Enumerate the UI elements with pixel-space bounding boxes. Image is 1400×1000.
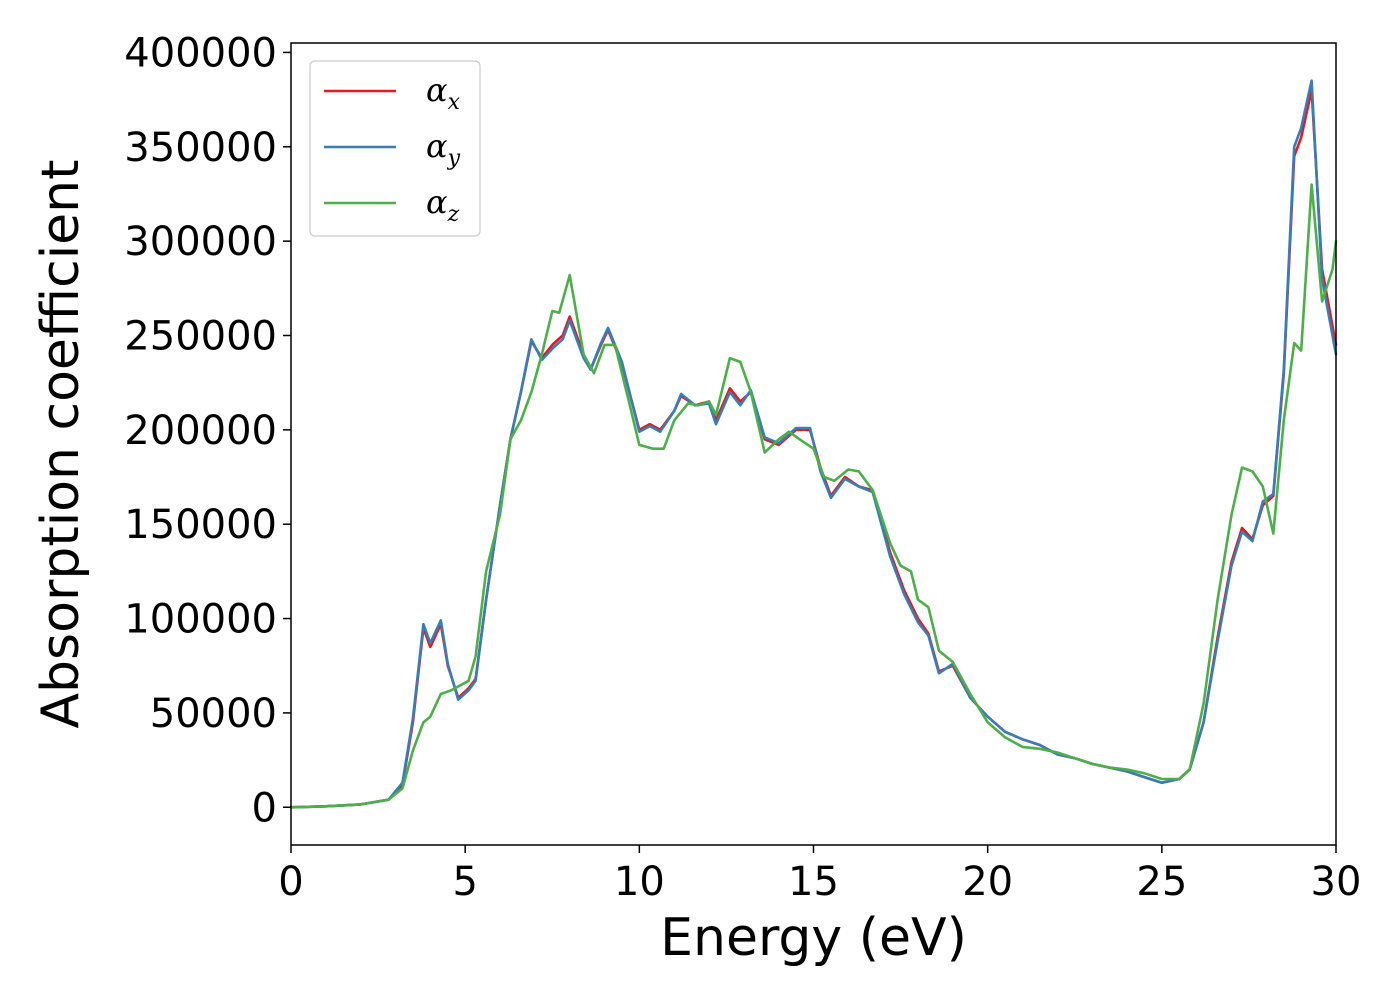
y-tick-label: 0 <box>252 785 277 831</box>
y-tick-label: 400000 <box>124 30 277 76</box>
x-axis: 0 5 10 15 20 25 30 <box>278 845 1361 905</box>
x-tick-label: 25 <box>1136 859 1187 905</box>
y-tick-label: 300000 <box>124 219 277 265</box>
x-tick-label: 15 <box>788 859 839 905</box>
x-axis-label: Energy (eV) <box>660 908 967 968</box>
y-tick-label: 150000 <box>124 502 277 548</box>
series-layer <box>289 79 1338 809</box>
y-tick-label: 200000 <box>124 408 277 454</box>
x-tick-label: 10 <box>614 859 665 905</box>
legend-label-alpha-y: αy <box>426 127 461 171</box>
series-line-alpha-y <box>289 79 1338 809</box>
y-axis: 0 50000 100000 150000 200000 250000 300000 3500… <box>124 30 291 831</box>
x-tick-label: 5 <box>452 859 477 905</box>
series-line-alpha-z <box>289 183 1338 809</box>
legend-box <box>309 60 481 237</box>
y-tick-label: 250000 <box>124 313 277 359</box>
y-axis-label: Absorption coefficient <box>31 159 91 728</box>
x-tick-label: 20 <box>962 859 1013 905</box>
x-tick-label: 0 <box>278 859 303 905</box>
y-tick-label: 350000 <box>124 125 277 171</box>
y-tick-label: 100000 <box>124 597 277 643</box>
y-tick-label: 50000 <box>150 691 277 737</box>
x-tick-label: 30 <box>1311 859 1362 905</box>
